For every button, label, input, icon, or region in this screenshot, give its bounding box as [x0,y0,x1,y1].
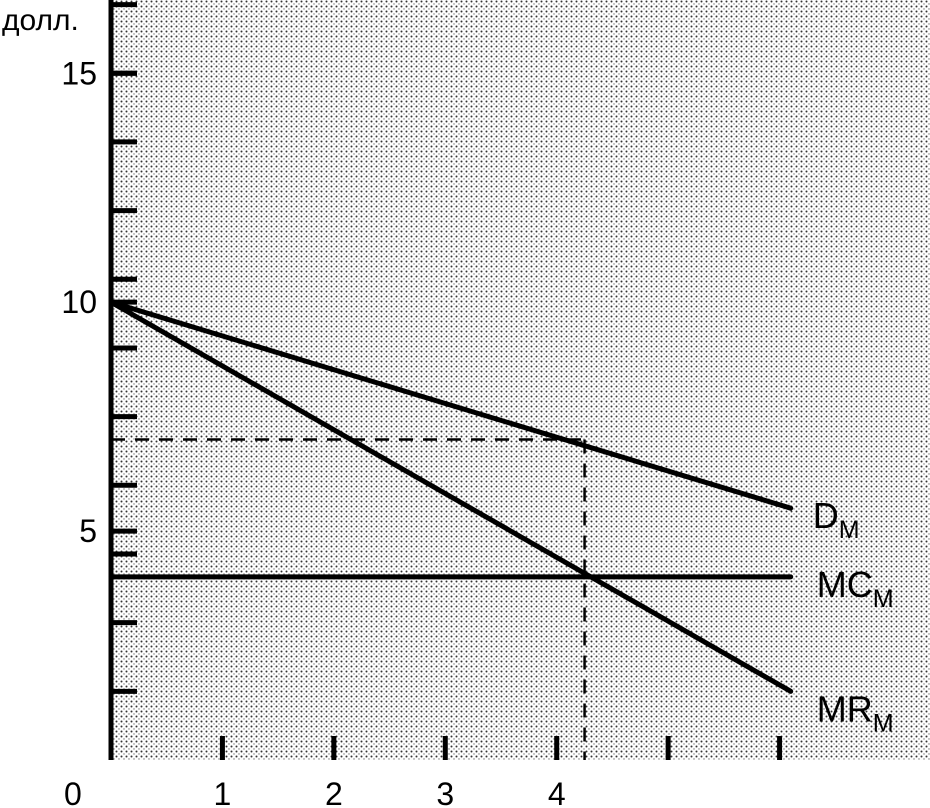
guide-lines [111,438,586,760]
x-tick-label: 1 [214,776,232,808]
curves [108,299,794,694]
y-tick-label: 15 [61,55,97,91]
curve-label-mc: MCM [817,564,894,613]
curve-label-mr: MRM [817,688,894,737]
ticks: 5 10 15 1 2 3 4 [61,2,783,808]
y-tick-label: 10 [61,284,97,320]
x-tick-label: 3 [436,776,454,808]
y-axis-label: долл. [2,4,79,37]
plot-area [111,0,930,760]
origin-label: 0 [64,776,82,808]
y-tick-label: 5 [79,513,97,549]
x-tick-label: 4 [548,776,566,808]
x-tick-label: 2 [325,776,343,808]
curve-label-d: DM [813,495,860,544]
curve-labels: DM MCM MRM [813,495,894,737]
curve-d [108,299,794,511]
curve-mr [108,299,794,694]
